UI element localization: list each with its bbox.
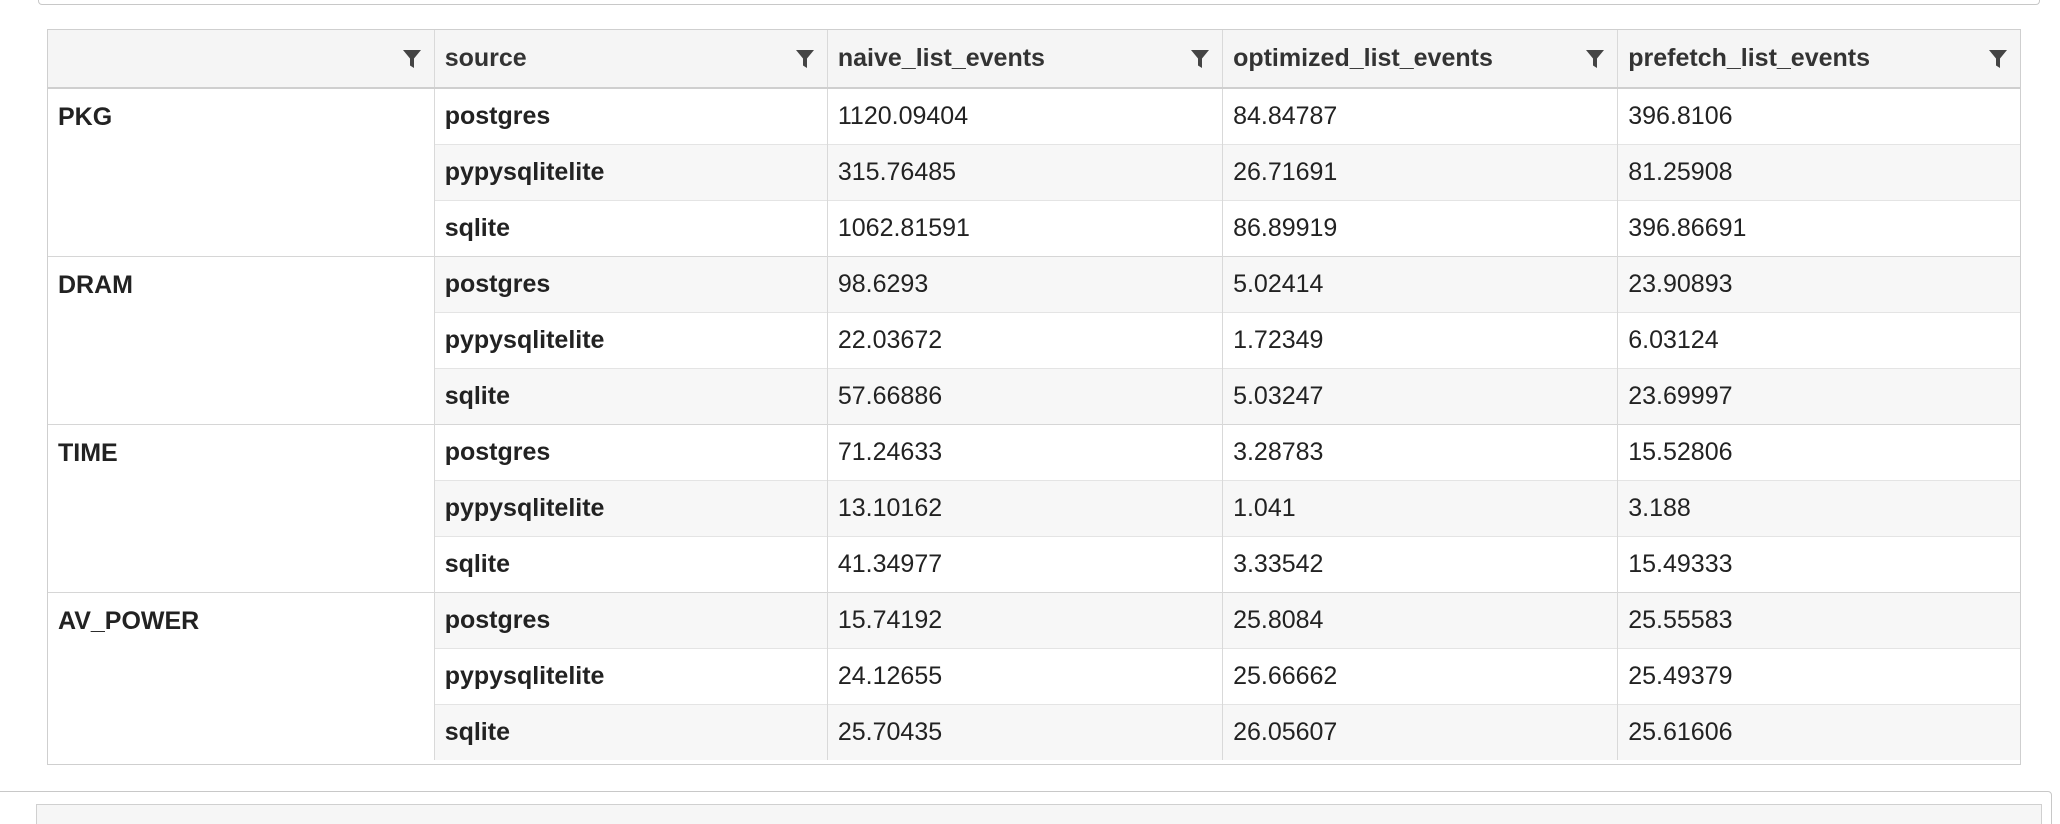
column-header-label: optimized_list_events — [1233, 44, 1493, 73]
table-row: PKG postgres 1120.09404 84.84787 396.8106 — [48, 87, 2020, 257]
table-row: sqlite 41.34977 3.33542 15.49333 — [48, 536, 2020, 593]
optimized-value-cell: 3.28783 — [1222, 424, 1618, 481]
prefetch-value-cell: 15.52806 — [1617, 424, 2020, 481]
column-header-prefetch-list-events[interactable]: prefetch_list_events — [1617, 30, 2020, 89]
optimized-value-cell: 26.05607 — [1222, 704, 1618, 760]
source-cell: postgres — [433, 424, 828, 481]
naive-value-cell: 1062.81591 — [826, 200, 1223, 257]
table-header: source naive_list_events optimized_list_… — [48, 30, 2020, 89]
source-cell: sqlite — [433, 200, 828, 257]
table-row: pypysqlitelite 22.03672 1.72349 6.03124 — [48, 312, 2020, 369]
naive-value-cell: 315.76485 — [826, 144, 1223, 201]
row-group-label: TIME — [48, 424, 435, 593]
prefetch-value-cell: 23.69997 — [1617, 368, 2020, 425]
source-cell: pypysqlitelite — [433, 648, 828, 705]
prefetch-value-cell: 23.90893 — [1617, 256, 2020, 313]
table-body: PKG postgres 1120.09404 84.84787 396.8106 pyp… — [48, 87, 2020, 760]
optimized-value-cell: 86.89919 — [1222, 200, 1618, 257]
source-cell: pypysqlitelite — [433, 144, 828, 201]
filter-icon[interactable] — [795, 48, 815, 70]
prefetch-value-cell: 3.188 — [1617, 480, 2020, 537]
source-cell: sqlite — [433, 536, 828, 593]
naive-value-cell: 1120.09404 — [826, 87, 1223, 145]
optimized-value-cell: 1.041 — [1222, 480, 1618, 537]
naive-value-cell: 22.03672 — [826, 312, 1223, 369]
column-header-optimized-list-events[interactable]: optimized_list_events — [1222, 30, 1618, 89]
prefetch-value-cell: 25.49379 — [1617, 648, 2020, 705]
filter-icon[interactable] — [1585, 48, 1605, 70]
naive-value-cell: 41.34977 — [826, 536, 1223, 593]
source-cell: sqlite — [433, 368, 828, 425]
column-header-index[interactable] — [48, 30, 435, 89]
table-row: pypysqlitelite 13.10162 1.041 3.188 — [48, 480, 2020, 537]
naive-value-cell: 25.70435 — [826, 704, 1223, 760]
filter-icon[interactable] — [1988, 48, 2008, 70]
naive-value-cell: 71.24633 — [826, 424, 1223, 481]
row-group-label: AV_POWER — [48, 592, 435, 760]
optimized-value-cell: 5.03247 — [1222, 368, 1618, 425]
naive-value-cell: 57.66886 — [826, 368, 1223, 425]
prefetch-value-cell: 396.8106 — [1617, 87, 2020, 145]
column-header-label: source — [444, 44, 527, 73]
naive-value-cell: 24.12655 — [826, 648, 1223, 705]
naive-value-cell: 13.10162 — [826, 480, 1223, 537]
optimized-value-cell: 25.8084 — [1222, 592, 1618, 649]
optimized-value-cell: 5.02414 — [1222, 256, 1618, 313]
row-group-label: DRAM — [48, 256, 435, 425]
filter-icon[interactable] — [402, 48, 422, 70]
optimized-value-cell: 1.72349 — [1222, 312, 1618, 369]
optimized-value-cell: 25.66662 — [1222, 648, 1618, 705]
pivot-table: source naive_list_events optimized_list_… — [48, 30, 2020, 760]
source-cell: postgres — [433, 256, 828, 313]
header-row: source naive_list_events optimized_list_… — [48, 30, 2020, 89]
source-cell: pypysqlitelite — [433, 312, 828, 369]
naive-value-cell: 15.74192 — [826, 592, 1223, 649]
prefetch-value-cell: 6.03124 — [1617, 312, 2020, 369]
source-cell: postgres — [433, 592, 828, 649]
column-header-source[interactable]: source — [433, 30, 828, 89]
previous-cell-frame — [38, 0, 2040, 5]
optimized-value-cell: 26.71691 — [1222, 144, 1618, 201]
table-row: sqlite 1062.81591 86.89919 396.86691 — [48, 200, 2020, 257]
filter-icon[interactable] — [1190, 48, 1210, 70]
table-row: sqlite 57.66886 5.03247 23.69997 — [48, 368, 2020, 425]
prefetch-value-cell: 25.61606 — [1617, 704, 2020, 760]
column-header-label: naive_list_events — [837, 44, 1045, 73]
table-row: sqlite 25.70435 26.05607 25.61606 — [48, 704, 2020, 760]
source-cell: postgres — [433, 87, 828, 145]
table-row: pypysqlitelite 315.76485 26.71691 81.25908 — [48, 144, 2020, 201]
pivot-table-container: source naive_list_events optimized_list_… — [47, 29, 2021, 765]
table-row: DRAM postgres 98.6293 5.02414 23.90893 — [48, 256, 2020, 425]
next-cell-input[interactable] — [36, 804, 2042, 824]
prefetch-value-cell: 396.86691 — [1617, 200, 2020, 257]
prefetch-value-cell: 81.25908 — [1617, 144, 2020, 201]
table-row: TIME postgres 71.24633 3.28783 15.52806 — [48, 424, 2020, 593]
column-header-naive-list-events[interactable]: naive_list_events — [826, 30, 1223, 89]
prefetch-value-cell: 25.55583 — [1617, 592, 2020, 649]
column-header-label: prefetch_list_events — [1628, 44, 1871, 73]
naive-value-cell: 98.6293 — [826, 256, 1223, 313]
optimized-value-cell: 3.33542 — [1222, 536, 1618, 593]
table-row: AV_POWER postgres 15.74192 25.8084 25.55583 — [48, 592, 2020, 760]
source-cell: pypysqlitelite — [433, 480, 828, 537]
table-row: pypysqlitelite 24.12655 25.66662 25.49379 — [48, 648, 2020, 705]
prefetch-value-cell: 15.49333 — [1617, 536, 2020, 593]
source-cell: sqlite — [433, 704, 828, 760]
optimized-value-cell: 84.84787 — [1222, 87, 1618, 145]
row-group-label: PKG — [48, 87, 435, 257]
next-cell-frame — [0, 791, 2052, 824]
